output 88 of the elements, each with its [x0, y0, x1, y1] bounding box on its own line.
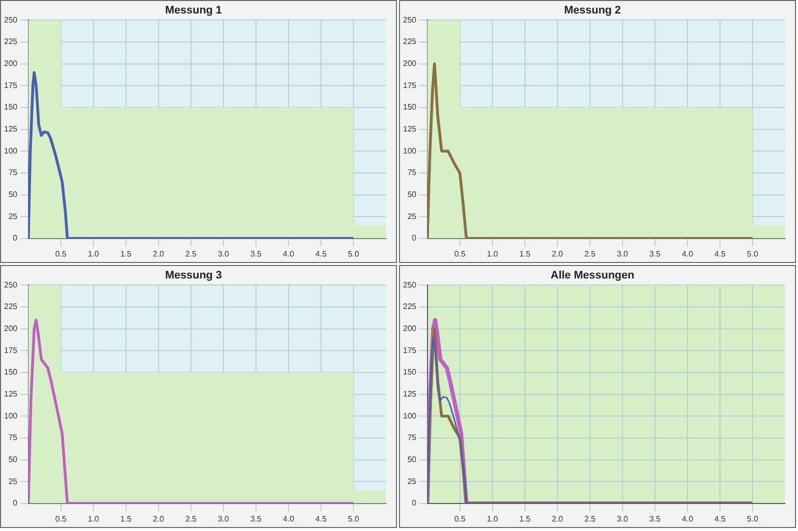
y-tick-label: 25 — [8, 212, 18, 221]
x-tick-label: 3.5 — [649, 249, 662, 258]
y-tick-label: 75 — [407, 168, 417, 178]
x-tick-label: 1.0 — [486, 514, 498, 524]
y-tick-label: 0 — [12, 498, 18, 508]
y-tick-label: 175 — [402, 80, 417, 90]
x-tick-label: 0.5 — [55, 249, 67, 258]
x-tick-label: 1.0 — [88, 514, 100, 524]
x-tick-label: 2.0 — [552, 249, 564, 258]
y-tick-label: 25 — [407, 476, 417, 486]
y-tick-label: 25 — [407, 212, 417, 221]
x-tick-label: 5.0 — [746, 514, 759, 524]
y-tick-label: 200 — [4, 59, 18, 68]
y-tick-label: 225 — [402, 302, 417, 312]
x-tick-label: 0.5 — [454, 514, 466, 524]
y-tick-label: 225 — [402, 37, 417, 46]
x-tick-label: 3.0 — [218, 514, 230, 524]
y-tick-label: 50 — [8, 190, 18, 199]
y-tick-label: 150 — [402, 102, 417, 112]
x-tick-label: 1.5 — [519, 249, 531, 258]
x-tick-label: 4.5 — [315, 514, 328, 524]
y-tick-label: 250 — [402, 280, 417, 290]
y-tick-label: 125 — [4, 124, 18, 134]
x-tick-label: 0.5 — [55, 514, 67, 524]
y-tick-label: 50 — [407, 454, 417, 464]
x-tick-label: 4.0 — [682, 514, 694, 524]
chart-title: Alle Messungen — [550, 270, 635, 282]
y-tick-label: 125 — [4, 390, 18, 399]
x-tick-label: 4.0 — [282, 249, 295, 258]
x-tick-label: 4.5 — [714, 514, 726, 524]
x-tick-label: 3.0 — [616, 249, 629, 258]
x-tick-label: 2.5 — [584, 514, 596, 524]
chart-title: Messung 2 — [564, 4, 621, 17]
x-tick-label: 3.0 — [218, 249, 230, 258]
y-tick-label: 175 — [4, 80, 18, 90]
y-tick-label: 250 — [402, 15, 417, 24]
x-tick-label: 1.5 — [120, 514, 132, 524]
y-tick-label: 200 — [402, 324, 417, 334]
x-tick-label: 2.0 — [152, 249, 165, 258]
y-tick-label: 100 — [4, 411, 18, 420]
x-tick-label: 2.0 — [552, 514, 564, 524]
x-tick-label: 1.5 — [519, 514, 531, 524]
y-tick-label: 200 — [4, 324, 18, 334]
chart-title: Messung 1 — [165, 4, 222, 17]
x-tick-label: 4.5 — [714, 249, 726, 258]
x-tick-label: 3.5 — [649, 514, 662, 524]
y-tick-label: 100 — [4, 146, 18, 156]
y-tick-label: 175 — [402, 346, 417, 355]
y-tick-label: 50 — [8, 454, 18, 464]
x-tick-label: 1.0 — [88, 249, 100, 258]
x-tick-label: 5.0 — [348, 249, 360, 258]
x-tick-label: 2.5 — [185, 249, 198, 258]
x-tick-label: 3.5 — [250, 249, 262, 258]
y-tick-label: 250 — [4, 280, 18, 290]
x-tick-label: 2.0 — [152, 514, 165, 524]
y-tick-label: 25 — [8, 476, 18, 486]
y-tick-label: 125 — [402, 124, 417, 134]
x-tick-label: 1.5 — [120, 249, 132, 258]
y-tick-label: 150 — [4, 102, 18, 112]
y-tick-label: 0 — [12, 234, 18, 243]
x-tick-label: 5.0 — [746, 249, 759, 258]
y-tick-label: 0 — [412, 498, 417, 508]
y-tick-label: 0 — [412, 234, 417, 243]
y-tick-label: 100 — [402, 411, 417, 420]
y-tick-label: 225 — [4, 302, 18, 312]
y-tick-label: 75 — [8, 168, 18, 178]
y-tick-label: 50 — [407, 190, 417, 199]
x-tick-label: 4.0 — [282, 514, 295, 524]
x-tick-label: 2.5 — [185, 514, 198, 524]
y-tick-label: 175 — [4, 346, 18, 355]
x-tick-label: 1.0 — [486, 249, 498, 258]
y-tick-label: 100 — [402, 146, 417, 156]
x-tick-label: 4.5 — [315, 249, 328, 258]
x-tick-label: 4.0 — [682, 249, 694, 258]
y-tick-label: 75 — [407, 433, 417, 442]
y-tick-label: 150 — [4, 368, 18, 377]
x-tick-label: 2.5 — [584, 249, 596, 258]
y-tick-label: 225 — [4, 37, 18, 46]
y-tick-label: 75 — [8, 433, 18, 442]
y-tick-label: 200 — [402, 59, 417, 68]
x-tick-label: 3.0 — [616, 514, 629, 524]
chart-title: Messung 3 — [165, 270, 222, 282]
y-tick-label: 250 — [4, 15, 18, 24]
y-tick-label: 150 — [402, 368, 417, 377]
x-tick-label: 3.5 — [250, 514, 262, 524]
x-tick-label: 0.5 — [454, 249, 466, 258]
y-tick-label: 125 — [402, 390, 417, 399]
x-tick-label: 5.0 — [348, 514, 360, 524]
